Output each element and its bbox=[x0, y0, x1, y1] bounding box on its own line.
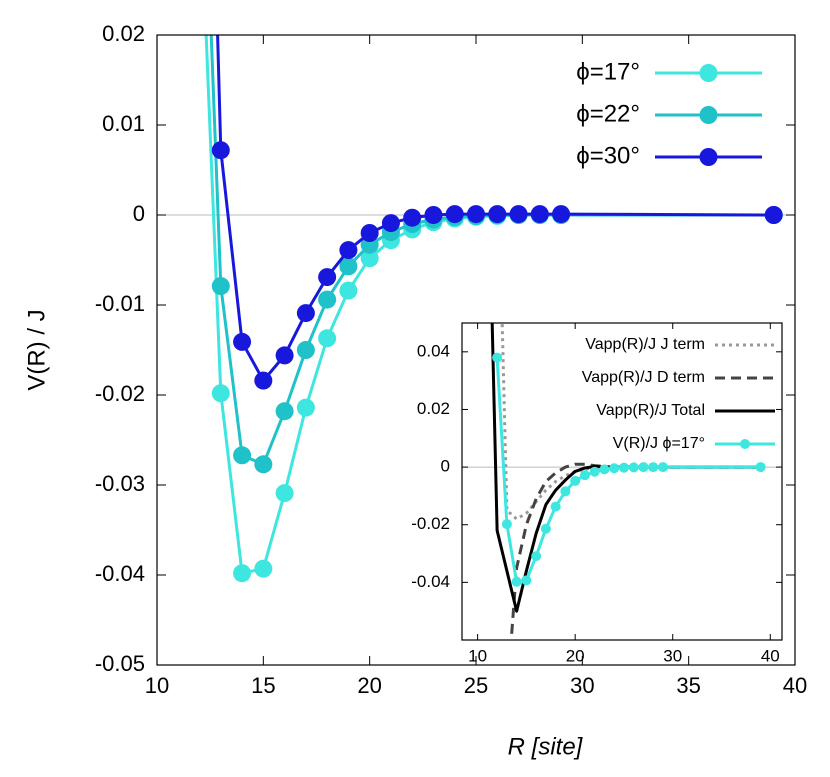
marker bbox=[628, 462, 639, 473]
marker bbox=[381, 214, 400, 233]
plot: 10 20 30 40 -0.04 -0.02 0 0.02 0.04 Vapp(R)/J J t… bbox=[411, 322, 783, 665]
marker bbox=[233, 332, 252, 351]
y-tick-label: -0.05 bbox=[95, 651, 145, 676]
marker bbox=[296, 304, 315, 323]
y-tick-label: 0.02 bbox=[417, 399, 450, 418]
legend-marker bbox=[740, 439, 750, 449]
y-tick-label: -0.04 bbox=[95, 561, 145, 586]
y-tick-label: 0 bbox=[441, 457, 450, 476]
marker bbox=[296, 341, 315, 359]
y-tick-label: 0 bbox=[133, 201, 145, 226]
legend-label: ϕ=22° bbox=[576, 100, 640, 127]
y-tick-label: -0.02 bbox=[411, 514, 450, 533]
marker bbox=[445, 205, 464, 224]
plot-frame bbox=[461, 322, 783, 641]
marker bbox=[211, 277, 230, 296]
marker bbox=[764, 206, 783, 224]
marker bbox=[509, 205, 528, 224]
marker bbox=[318, 290, 337, 309]
marker bbox=[296, 398, 315, 417]
marker bbox=[511, 576, 522, 587]
x-tick-label: 20 bbox=[357, 673, 381, 698]
marker bbox=[609, 463, 620, 474]
legend-label: ϕ=17° bbox=[576, 58, 640, 85]
marker bbox=[339, 257, 358, 276]
plot: 10 15 20 25 30 35 40 -0.05 -0.04 -0.03 -0.02 -0.01 0… bbox=[95, 21, 807, 698]
legend-label: Vapp(R)/J J term bbox=[585, 336, 705, 353]
marker bbox=[552, 205, 571, 224]
marker bbox=[599, 464, 610, 475]
marker bbox=[254, 371, 273, 390]
marker bbox=[339, 241, 358, 260]
legend-label: Vapp(R)/J Total bbox=[596, 402, 705, 419]
marker bbox=[550, 501, 561, 512]
marker bbox=[211, 384, 230, 403]
x-axis-label: R [site] bbox=[508, 733, 584, 760]
marker bbox=[211, 141, 230, 160]
marker bbox=[467, 205, 485, 224]
x-tick-label: 10 bbox=[145, 673, 169, 698]
marker bbox=[638, 462, 649, 473]
marker bbox=[521, 575, 532, 586]
marker bbox=[657, 462, 668, 473]
legend-label: Vapp(R)/J D term bbox=[582, 369, 705, 386]
marker bbox=[570, 475, 581, 486]
x-tick-label: 35 bbox=[676, 673, 700, 698]
marker bbox=[540, 523, 551, 534]
x-tick-label: 30 bbox=[570, 673, 594, 698]
series-group bbox=[490, 323, 766, 640]
y-tick-label: 0.01 bbox=[102, 111, 145, 136]
x-tick-label: 20 bbox=[566, 646, 585, 665]
marker bbox=[233, 446, 252, 465]
y-tick-label: -0.03 bbox=[95, 471, 145, 496]
y-tick-label: -0.02 bbox=[95, 381, 145, 406]
marker bbox=[275, 402, 294, 421]
marker bbox=[254, 455, 273, 474]
marker bbox=[589, 466, 600, 477]
legend-marker bbox=[699, 148, 718, 166]
inset-background bbox=[462, 323, 782, 640]
x-tick-label: 25 bbox=[464, 673, 488, 698]
y-tick-label: -0.04 bbox=[411, 572, 450, 591]
y-tick-label: -0.01 bbox=[95, 291, 145, 316]
marker bbox=[560, 486, 571, 497]
y-tick-label: 0.02 bbox=[102, 21, 145, 46]
marker bbox=[360, 224, 379, 242]
y-axis-label: V(R) / J bbox=[23, 309, 50, 390]
legend-marker bbox=[699, 64, 718, 82]
marker bbox=[318, 329, 337, 348]
marker bbox=[275, 346, 294, 365]
marker bbox=[618, 462, 629, 473]
x-tick-label: 15 bbox=[251, 673, 275, 698]
marker bbox=[488, 205, 507, 224]
marker bbox=[492, 352, 503, 363]
y-tick-label: 0.04 bbox=[417, 341, 450, 360]
x-tick-label: 40 bbox=[761, 646, 780, 665]
marker bbox=[275, 484, 294, 503]
legend-label: ϕ=30° bbox=[576, 142, 640, 169]
marker bbox=[648, 462, 659, 473]
marker bbox=[360, 249, 379, 268]
marker bbox=[579, 470, 590, 481]
plot-frame bbox=[156, 34, 796, 666]
x-tick-label: 30 bbox=[663, 646, 682, 665]
legend-marker bbox=[699, 106, 718, 124]
x-tick-label: 10 bbox=[468, 646, 487, 665]
series-group bbox=[204, 35, 783, 583]
x-tick-label: 40 bbox=[783, 673, 807, 698]
marker bbox=[233, 564, 252, 583]
marker bbox=[318, 268, 337, 287]
marker bbox=[424, 206, 443, 224]
marker bbox=[403, 208, 422, 227]
marker bbox=[339, 281, 358, 300]
marker bbox=[530, 205, 549, 224]
legend-label: V(R)/J ϕ=17° bbox=[613, 435, 705, 452]
marker bbox=[531, 551, 542, 562]
marker bbox=[254, 559, 273, 578]
marker bbox=[755, 462, 766, 473]
marker bbox=[501, 519, 512, 530]
